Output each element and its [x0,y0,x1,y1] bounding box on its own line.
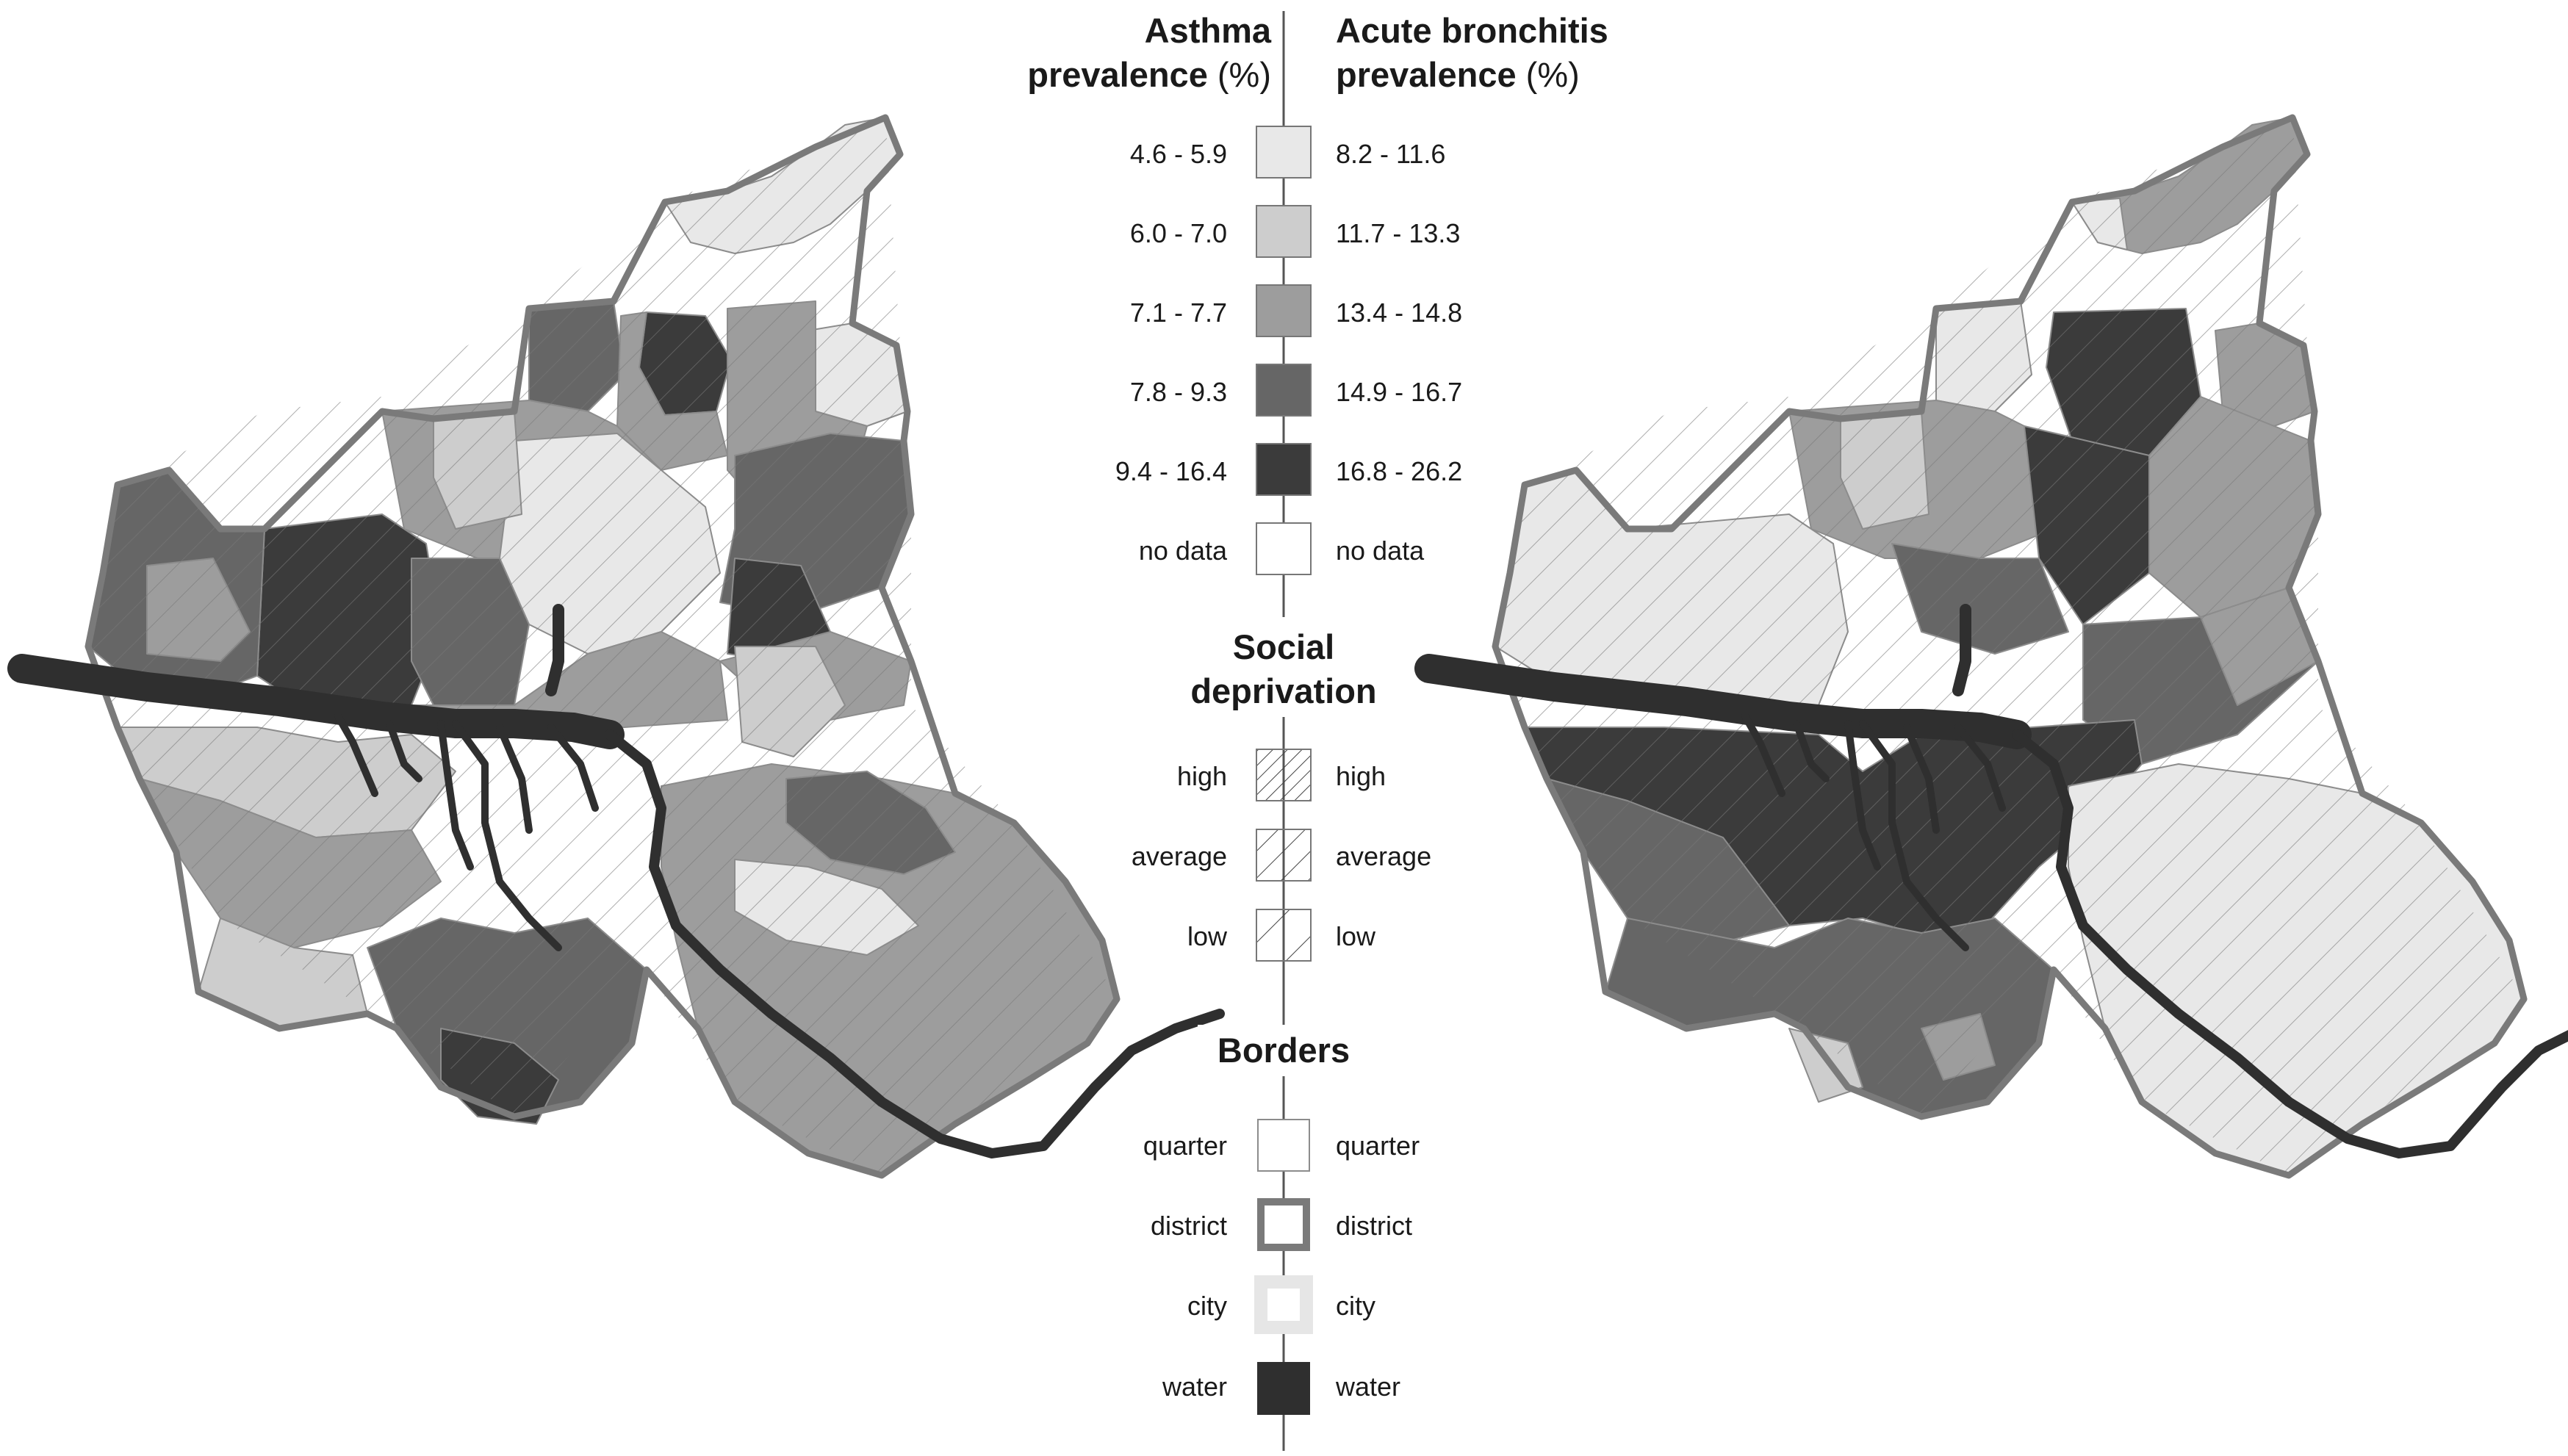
deprivation-label-right-average: average [1336,841,1431,871]
asthma-class-label-no-data: no data [1139,536,1228,566]
border-label-right-water: water [1335,1372,1400,1402]
water-harbor-4 [1903,724,1940,834]
water-elbe [1414,604,2568,1158]
water-harbor-1 [334,713,378,797]
water-harbor-3 [437,720,474,871]
asthma-class-label-2: 6.0 - 7.0 [1130,218,1227,248]
deprivation-label-right-high: high [1336,761,1386,791]
water-elbe-north-arm [605,729,1225,1158]
prevalence-swatch-5 [1256,443,1312,496]
water-alster [1952,604,1971,696]
deprivation-swatch-low [1256,909,1312,962]
prevalence-class-no-data: no data no data [1139,522,1425,575]
asthma-class-label-3: 7.1 - 7.7 [1130,298,1227,328]
asthma-title-prevalence: prevalence [1027,55,1208,94]
deprivation-title-backdrop [1190,617,1377,717]
acute-bronchitis-map [1414,114,2568,1179]
bronchitis-class-label-3: 13.4 - 14.8 [1336,298,1462,328]
legend: Asthma prevalence (%) Acute bronchitis p… [1027,11,1608,1451]
district-borders [84,114,1121,1179]
bronchitis-class-label-5: 16.8 - 26.2 [1336,456,1462,486]
asthma-title-line-2: prevalence (%) [1027,55,1271,94]
water-elbe [7,604,1225,1158]
bronchitis-title-prevalence: prevalence [1336,55,1517,94]
water-harbor-4 [496,724,533,834]
prevalence-class-4: 7.8 - 9.3 14.9 - 16.7 [1130,364,1462,417]
deprivation-high: high high [1177,749,1386,801]
deprivation-label-left-high: high [1177,761,1227,791]
water-elbe-south-arm [1859,720,1969,951]
water-harbor-1 [1741,713,1785,797]
prevalence-swatch-3 [1256,284,1312,337]
asthma-class-label-1: 4.6 - 5.9 [1130,139,1227,169]
prevalence-class-2: 6.0 - 7.0 11.7 - 13.3 [1130,205,1460,258]
border-district: district district [1151,1198,1412,1251]
border-swatch-city [1254,1275,1313,1334]
border-city: city city [1187,1275,1375,1334]
water-harbor-5 [1954,724,2006,812]
bronchitis-title-unit: (%) [1526,55,1580,94]
bronchitis-class-label-4: 14.9 - 16.7 [1336,377,1462,407]
deprivation-swatch-average [1256,829,1312,882]
water-alster [545,604,564,696]
prevalence-swatch-2 [1256,205,1312,258]
deprivation-swatch-high [1256,749,1312,801]
asthma-class-label-5: 9.4 - 16.4 [1115,456,1227,486]
prevalence-class-5: 9.4 - 16.4 16.8 - 26.2 [1115,443,1462,496]
asthma-title-unit: (%) [1218,55,1271,94]
border-label-left-water: water [1162,1372,1227,1402]
deprivation-hatch-overlay [1495,118,2524,1175]
bronchitis-class-label-no-data: no data [1336,536,1425,566]
asthma-map [7,114,1225,1179]
border-swatch-district [1257,1198,1310,1251]
border-label-right-district: district [1336,1211,1412,1241]
prevalence-class-1: 4.6 - 5.9 8.2 - 11.6 [1130,126,1445,179]
prevalence-swatch-1 [1256,126,1312,179]
deprivation-low: low low [1187,909,1376,962]
borders-title-backdrop [1198,1025,1370,1076]
water-harbor-2 [386,720,422,782]
deprivation-hatch-overlay [88,118,1117,1175]
water-elbe-north-arm [2012,729,2568,1158]
asthma-class-label-4: 7.8 - 9.3 [1130,377,1227,407]
border-label-right-quarter: quarter [1336,1131,1420,1161]
deprivation-title-line-2: deprivation [1190,671,1376,710]
border-label-left-city: city [1187,1291,1227,1321]
prevalence-swatch-no-data [1256,522,1312,575]
border-water: water water [1162,1362,1400,1415]
deprivation-label-left-average: average [1132,841,1227,871]
asthma-title-line-1: Asthma [1145,11,1272,50]
water-elbe-main [1414,654,2032,749]
border-swatch-water [1257,1362,1310,1415]
bronchitis-class-label-2: 11.7 - 13.3 [1336,218,1460,248]
water-elbe-main [7,654,625,749]
border-label-left-district: district [1151,1211,1227,1241]
district-borders [1492,114,2528,1179]
deprivation-average: average average [1132,829,1431,882]
bronchitis-class-label-1: 8.2 - 11.6 [1336,139,1445,169]
borders-title: Borders [1218,1031,1350,1070]
water-harbor-3 [1844,720,1881,871]
water-elbe-south-arm [452,720,562,951]
water-harbor-5 [547,724,599,812]
border-swatch-quarter [1257,1119,1310,1172]
bronchitis-title-line-2: prevalence (%) [1336,55,1580,94]
deprivation-label-left-low: low [1187,921,1228,951]
border-label-right-city: city [1336,1291,1375,1321]
deprivation-title-line-1: Social [1233,627,1334,666]
bronchitis-title-line-1: Acute bronchitis [1336,11,1608,50]
prevalence-class-3: 7.1 - 7.7 13.4 - 14.8 [1130,284,1462,337]
water-harbor-2 [1793,720,1830,782]
prevalence-swatch-4 [1256,364,1312,417]
border-label-left-quarter: quarter [1143,1131,1227,1161]
deprivation-label-right-low: low [1336,921,1376,951]
border-quarter: quarter quarter [1143,1119,1420,1172]
